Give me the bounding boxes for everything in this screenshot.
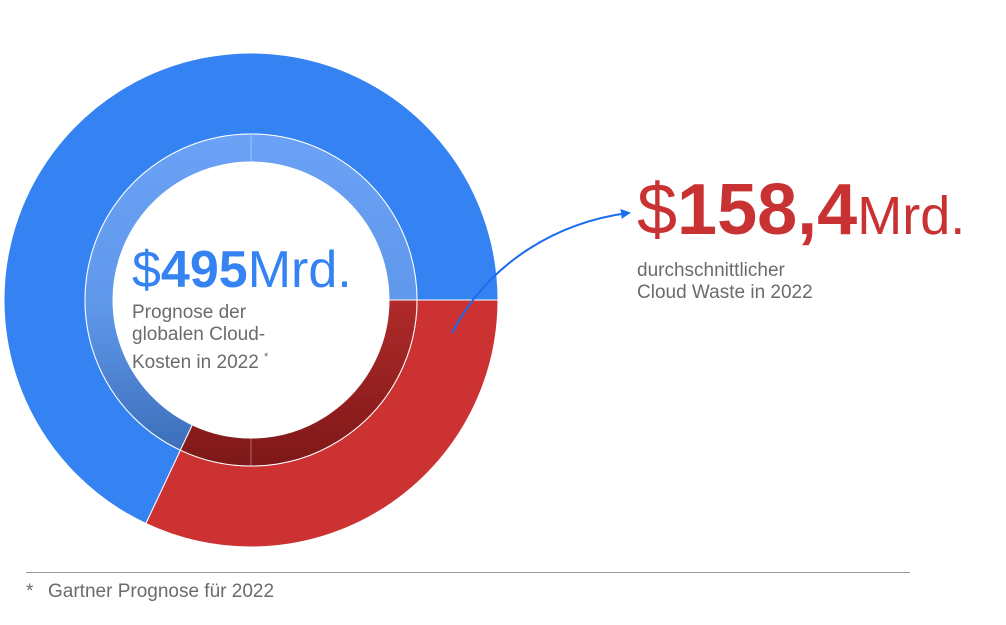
waste-value: $158,4Mrd. <box>637 170 965 256</box>
footnote-divider <box>26 572 910 573</box>
total-desc-line: globalen Cloud- <box>132 324 266 345</box>
waste-desc-line: Cloud Waste in 2022 <box>637 282 813 303</box>
waste-description: durchschnittlicher Cloud Waste in 2022 <box>637 260 965 304</box>
total-currency: $ <box>132 241 161 299</box>
total-desc-line: Kosten in 2022 * <box>132 346 392 374</box>
footnote-text: Gartner Prognose für 2022 <box>48 581 275 602</box>
waste-unit: Mrd. <box>857 186 966 246</box>
waste-number: 158,4 <box>677 170 858 250</box>
total-desc-text: Kosten in 2022 <box>132 352 259 373</box>
callout-arrow <box>451 208 631 334</box>
total-number: 495 <box>160 241 248 299</box>
total-desc-line: Prognose der <box>132 302 247 323</box>
total-unit: Mrd. <box>247 241 352 299</box>
total-description: Prognose der globalen Cloud- Kosten in 2… <box>132 302 392 374</box>
footnote-symbol: * <box>26 581 34 602</box>
waste-currency: $ <box>637 170 678 250</box>
inner-ring <box>84 133 418 467</box>
total-value: $495Mrd. <box>132 240 392 300</box>
center-label: $495Mrd. Prognose der globalen Cloud- Ko… <box>132 240 392 374</box>
waste-callout: $158,4Mrd. durchschnittlicher Cloud Wast… <box>637 170 965 304</box>
footnote-mark: * <box>264 351 269 363</box>
footnote: * Gartner Prognose für 2022 <box>26 580 274 604</box>
waste-desc-line: durchschnittlicher <box>637 260 785 281</box>
inner-slice-rest <box>84 133 418 451</box>
